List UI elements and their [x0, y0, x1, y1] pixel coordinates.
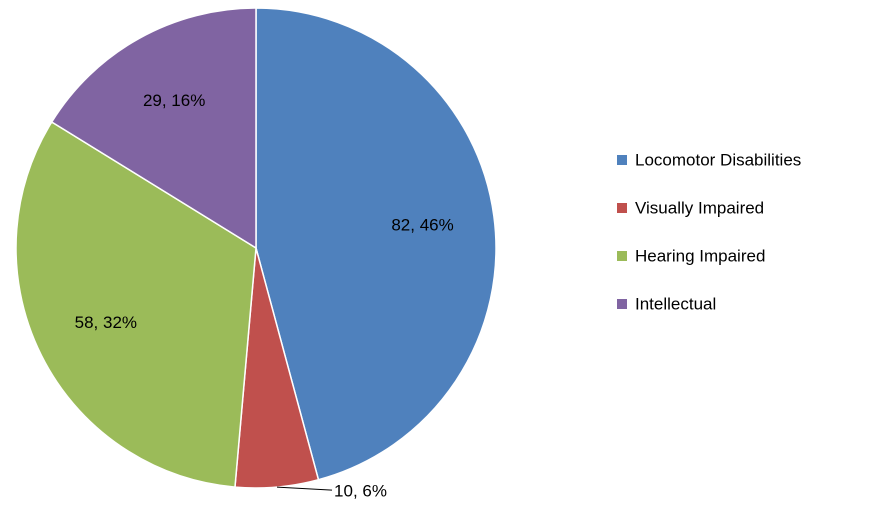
legend-swatch — [617, 203, 627, 213]
data-label: 10, 6% — [334, 482, 387, 500]
data-label: 58, 32% — [75, 313, 137, 332]
legend-swatch — [617, 155, 627, 165]
legend-label: Locomotor Disabilities — [635, 150, 801, 169]
legend-swatch — [617, 299, 627, 309]
leader-line — [277, 486, 333, 491]
legend-label: Hearing Impaired — [635, 246, 765, 265]
data-label: 29, 16% — [143, 91, 205, 110]
pie-slice — [255, 7, 497, 481]
legend-swatch — [617, 251, 627, 261]
pie-slice — [15, 120, 257, 488]
pie-slice — [50, 7, 257, 250]
legend-label: Intellectual — [635, 294, 716, 313]
legend-label: Visually Impaired — [635, 198, 764, 217]
data-label: 82, 46% — [391, 215, 453, 234]
